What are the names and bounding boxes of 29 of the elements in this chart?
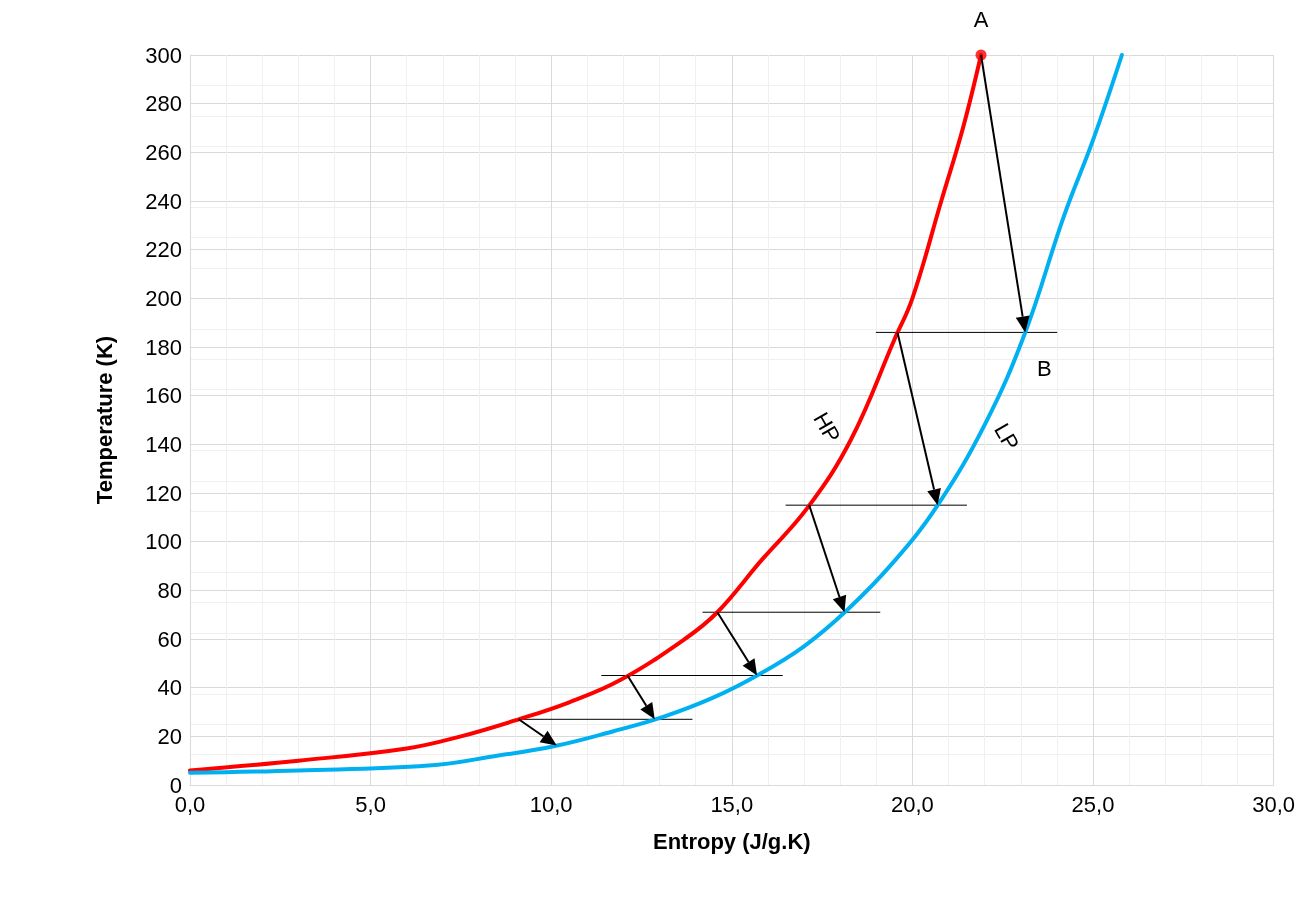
y-tick-label: 300: [145, 42, 182, 68]
x-tick-label: 5,0: [355, 791, 386, 817]
y-tick-label: 280: [145, 91, 182, 117]
y-tick-label: 20: [157, 723, 182, 749]
x-axis-title: Entropy (J/g.K): [652, 828, 811, 854]
y-tick-label: 120: [145, 480, 182, 506]
y-axis-title: Temperature (K): [91, 335, 117, 505]
y-tick-label: 80: [157, 577, 182, 603]
y-tick-label: 220: [145, 237, 182, 263]
y-tick-label: 200: [145, 285, 182, 311]
y-tick-label: 160: [145, 383, 182, 409]
x-tick-label: 10,0: [529, 791, 573, 817]
y-tick-label: 140: [145, 431, 182, 457]
y-tick-label: 180: [145, 334, 182, 360]
y-tick-label: 100: [145, 529, 182, 555]
y-tick-label: 40: [157, 675, 182, 701]
annotation: B: [1037, 355, 1052, 381]
y-tick-label: 240: [145, 188, 182, 214]
y-tick-label: 60: [157, 626, 182, 652]
y-tick-label: 260: [145, 139, 182, 165]
x-tick-label: 30,0: [1252, 791, 1295, 817]
x-tick-label: 25,0: [1071, 791, 1115, 817]
annotation: A: [973, 6, 989, 32]
y-tick-label: 0: [169, 772, 182, 798]
line-series: [188, 53, 1124, 775]
x-tick-label: 20,0: [890, 791, 934, 817]
annotation: HP: [808, 407, 846, 447]
annotation: LP: [989, 418, 1025, 455]
x-tick-label: 15,0: [710, 791, 754, 817]
